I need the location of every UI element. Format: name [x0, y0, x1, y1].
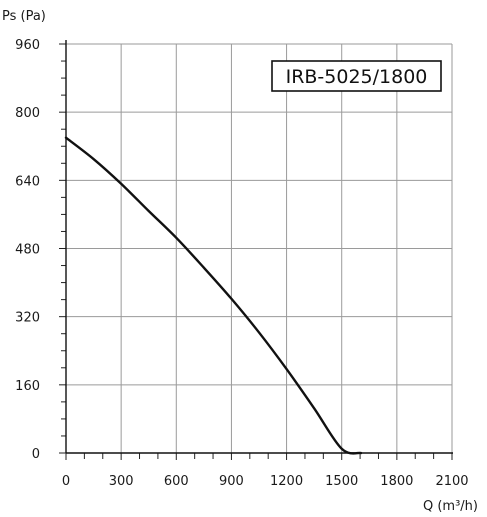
y-tick-label: 480 [15, 243, 40, 258]
x-axis-label: Q (m³/h) [423, 499, 478, 514]
x-tick-label: 900 [219, 474, 244, 489]
fan-curve-line [64, 136, 363, 455]
model-label: IRB-5025/1800 [286, 66, 428, 88]
x-tick-label: 1800 [380, 474, 413, 489]
y-tick-label: 960 [15, 38, 40, 53]
x-tick-label: 0 [62, 474, 70, 489]
axes [65, 40, 453, 454]
y-tick-label: 0 [32, 447, 40, 462]
x-tick-labels: 0 300 600 900 1200 1500 1800 2100 [62, 474, 469, 489]
y-tick-label: 640 [15, 174, 40, 189]
y-tick-label: 160 [15, 379, 40, 394]
y-tick-labels: 0 160 320 480 640 800 960 [15, 38, 40, 462]
x-tick-label: 2100 [435, 474, 468, 489]
y-tick-label: 320 [15, 311, 40, 326]
x-tick-label: 1200 [270, 474, 303, 489]
grid [66, 43, 453, 453]
x-tick-label: 1500 [325, 474, 358, 489]
series-layer [64, 136, 363, 455]
x-tick-label: 600 [164, 474, 189, 489]
model-label-box: IRB-5025/1800 [271, 60, 442, 92]
x-tick-label: 300 [109, 474, 134, 489]
y-axis-label: Ps (Pa) [2, 9, 46, 24]
minor-ticks [59, 43, 453, 460]
y-tick-label: 800 [15, 106, 40, 121]
